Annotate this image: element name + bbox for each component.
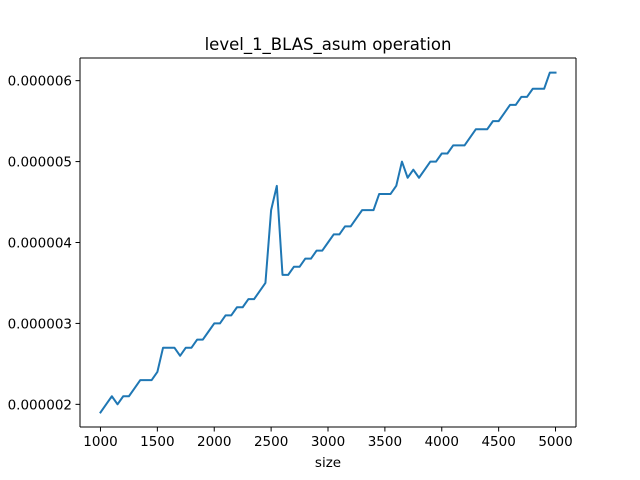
x-tick-label: 3500 [368,434,402,450]
x-tick-label: 5000 [538,434,572,450]
x-axis-label: size [315,455,341,471]
y-tick-label: 0.000002 [8,397,72,413]
y-tick-label: 0.000003 [8,316,72,332]
x-tick-label: 4500 [481,434,515,450]
x-tick-label: 2000 [197,434,231,450]
y-tick-label: 0.000004 [8,236,72,252]
x-tick-label: 1500 [140,434,174,450]
x-tick-label: 1000 [83,434,117,450]
y-axis-ticks: 0.000002 0.000003 0.000004 0.000005 0.000006 [8,74,80,413]
y-tick-label: 0.000006 [8,74,72,90]
series-line [99,71,557,414]
x-tick-label: 3000 [311,434,345,450]
y-tick-label: 0.000005 [8,155,72,171]
x-tick-label: 2500 [254,434,288,450]
x-axis-ticks: 1000 1500 2000 2500 3000 3500 4000 4500 5000 [83,427,573,450]
chart-title: level_1_BLAS_asum operation [205,35,452,55]
x-tick-label: 4000 [425,434,459,450]
